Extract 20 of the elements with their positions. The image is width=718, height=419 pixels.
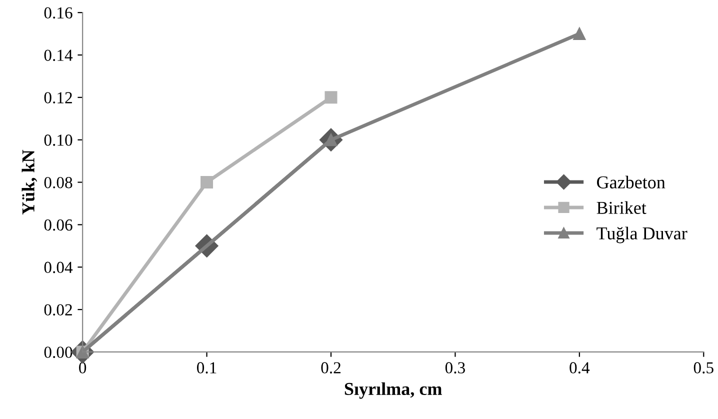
x-tick-label: 0.5 <box>694 362 714 374</box>
x-tick-label: 0.2 <box>321 362 340 374</box>
y-tick-label: 0.16 <box>44 7 72 19</box>
y-tick-label: 0.02 <box>44 304 72 316</box>
legend-label: Tuğla Duvar <box>596 226 688 244</box>
y-tick-label: 0.08 <box>44 176 72 188</box>
x-tick-label: 0.4 <box>570 362 590 374</box>
y-axis-title: Yük, kN <box>22 150 38 215</box>
y-tick-label: 0.06 <box>44 219 72 231</box>
x-axis-title: Sıyrılma, cm <box>344 382 442 399</box>
y-tick-label: 0.14 <box>44 50 73 62</box>
y-tick-label: 0.12 <box>44 92 72 104</box>
y-tick-label: 0.10 <box>44 134 72 146</box>
y-tick-label: 0.00 <box>44 346 72 358</box>
y-tick-label: 0.04 <box>44 262 73 274</box>
x-tick-label: 0.3 <box>445 362 465 374</box>
x-tick-label: 0.1 <box>197 362 216 374</box>
x-tick-label: 0 <box>79 362 86 374</box>
legend-label: Gazbeton <box>597 176 666 188</box>
legend-label: Biriket <box>596 201 646 214</box>
